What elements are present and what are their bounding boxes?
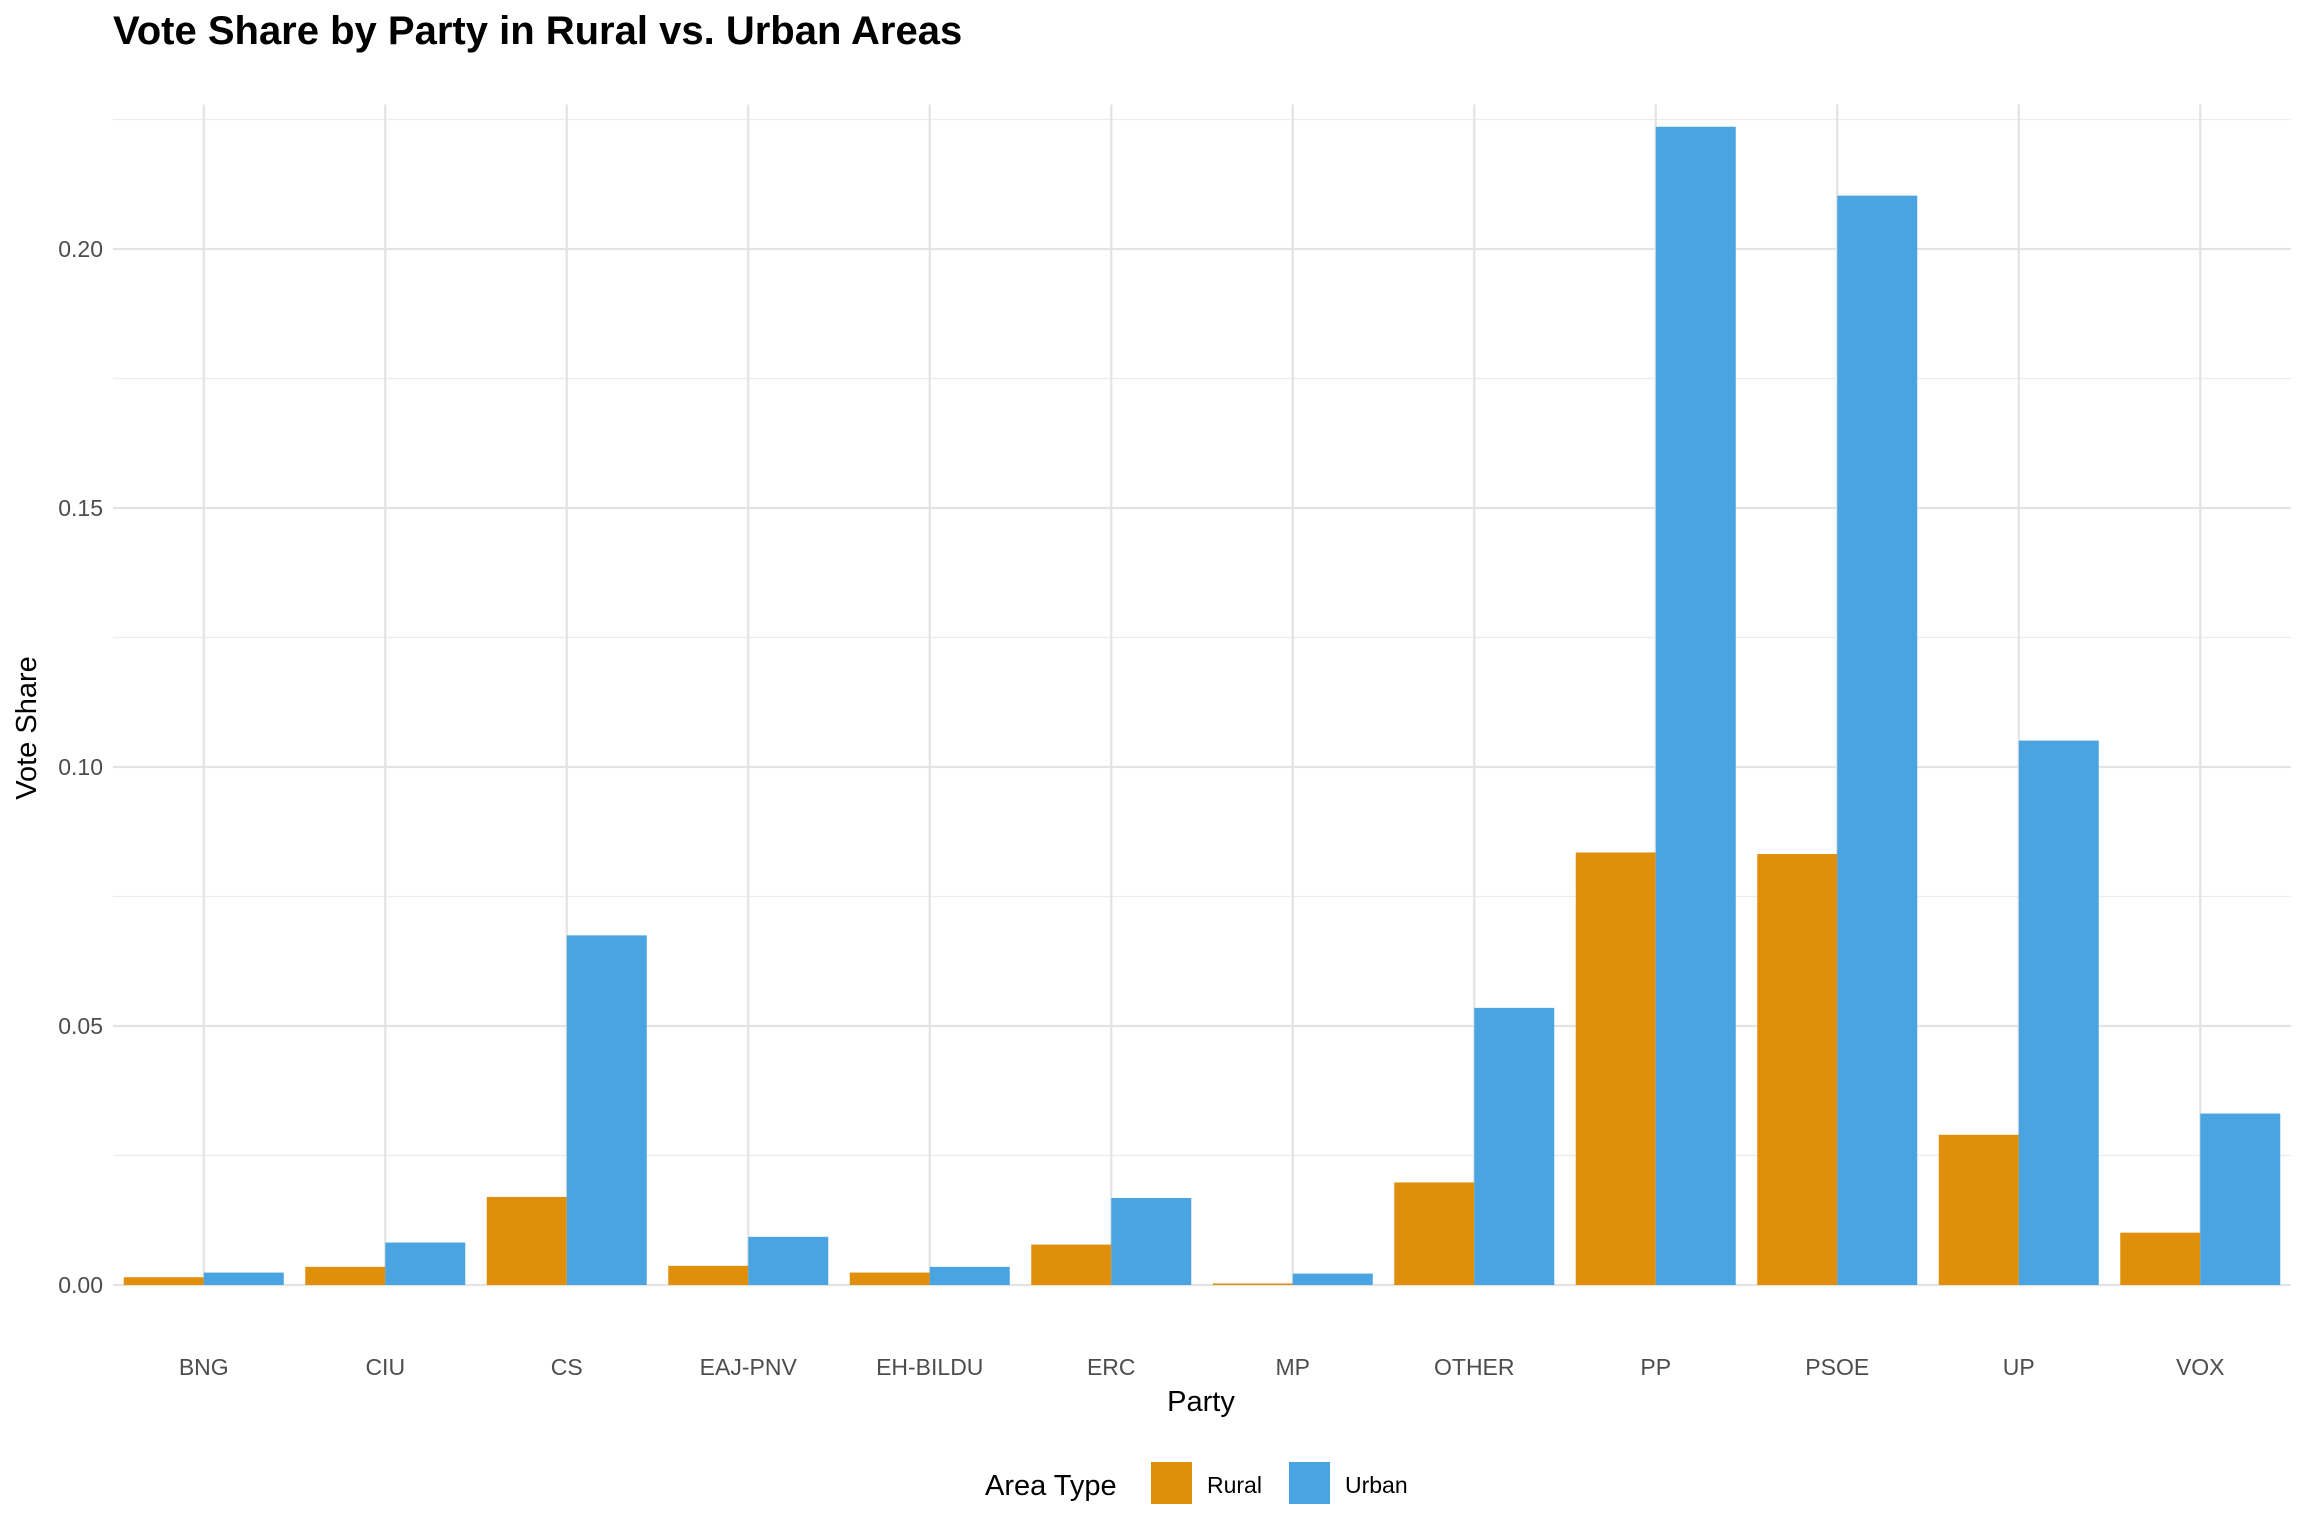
bar-rural-eaj-pnv — [668, 1265, 749, 1285]
x-tick-label: PP — [1640, 1354, 1671, 1380]
x-tick-label: ERC — [1087, 1354, 1136, 1380]
bar-urban-ciu — [385, 1242, 466, 1285]
y-tick-label: 0.20 — [58, 236, 103, 262]
y-tick-label: 0.10 — [58, 754, 103, 780]
bar-urban-eaj-pnv — [748, 1236, 829, 1285]
grid — [113, 104, 2291, 1287]
y-tick-label: 0.05 — [58, 1013, 103, 1039]
bar-urban-other — [1474, 1007, 1555, 1285]
bar-urban-cs — [566, 935, 647, 1285]
x-tick-label: CS — [551, 1354, 583, 1380]
bar-rural-ciu — [305, 1266, 386, 1285]
legend-label-urban: Urban — [1345, 1472, 1408, 1498]
bar-rural-psoe — [1757, 854, 1838, 1285]
bar-urban-psoe — [1837, 195, 1918, 1285]
bar-rural-pp — [1575, 852, 1656, 1285]
legend-title: Area Type — [985, 1470, 1117, 1502]
x-tick-label: OTHER — [1434, 1354, 1515, 1380]
x-tick-label: MP — [1276, 1354, 1311, 1380]
x-tick-label: EH-BILDU — [876, 1354, 983, 1380]
bar-rural-other — [1394, 1182, 1475, 1285]
legend: Area Type Rural Urban — [985, 1462, 1408, 1504]
y-tick-label: 0.15 — [58, 495, 103, 521]
bar-rural-vox — [2120, 1232, 2201, 1285]
bar-rural-mp — [1212, 1283, 1293, 1285]
bar-urban-pp — [1655, 126, 1736, 1286]
chart-title: Vote Share by Party in Rural vs. Urban A… — [113, 9, 962, 53]
y-axis-ticks: 0.00 0.05 0.10 0.15 0.20 — [58, 236, 103, 1298]
x-tick-label: VOX — [2176, 1354, 2225, 1380]
legend-key-urban — [1289, 1462, 1330, 1504]
bar-urban-mp — [1292, 1273, 1373, 1285]
x-tick-label: PSOE — [1805, 1354, 1869, 1380]
x-tick-label: CIU — [365, 1354, 405, 1380]
y-tick-label: 0.00 — [58, 1272, 103, 1298]
legend-key-rural — [1151, 1462, 1192, 1504]
bar-rural-erc — [1031, 1244, 1112, 1285]
legend-label-rural: Rural — [1207, 1472, 1262, 1498]
x-tick-label: BNG — [179, 1354, 229, 1380]
bar-urban-erc — [1111, 1197, 1192, 1285]
bar-rural-cs — [486, 1196, 567, 1285]
bar-urban-up — [2018, 740, 2099, 1285]
x-axis-ticks: BNG CIU CS EAJ-PNV EH-BILDU ERC MP OTHER PP PSOE U… — [179, 1354, 2225, 1380]
x-tick-label: UP — [2003, 1354, 2035, 1380]
bar-urban-eh-bildu — [929, 1266, 1010, 1285]
bar-rural-eh-bildu — [849, 1272, 930, 1285]
bar-rural-up — [1938, 1134, 2019, 1285]
x-tick-label: EAJ-PNV — [700, 1354, 798, 1380]
bar-urban-bng — [203, 1272, 284, 1285]
bar-rural-bng — [123, 1277, 204, 1285]
bars — [123, 126, 2281, 1286]
x-axis-label: Party — [1167, 1386, 1235, 1418]
y-axis-label: Vote Share — [11, 656, 43, 800]
bar-urban-vox — [2200, 1113, 2281, 1285]
